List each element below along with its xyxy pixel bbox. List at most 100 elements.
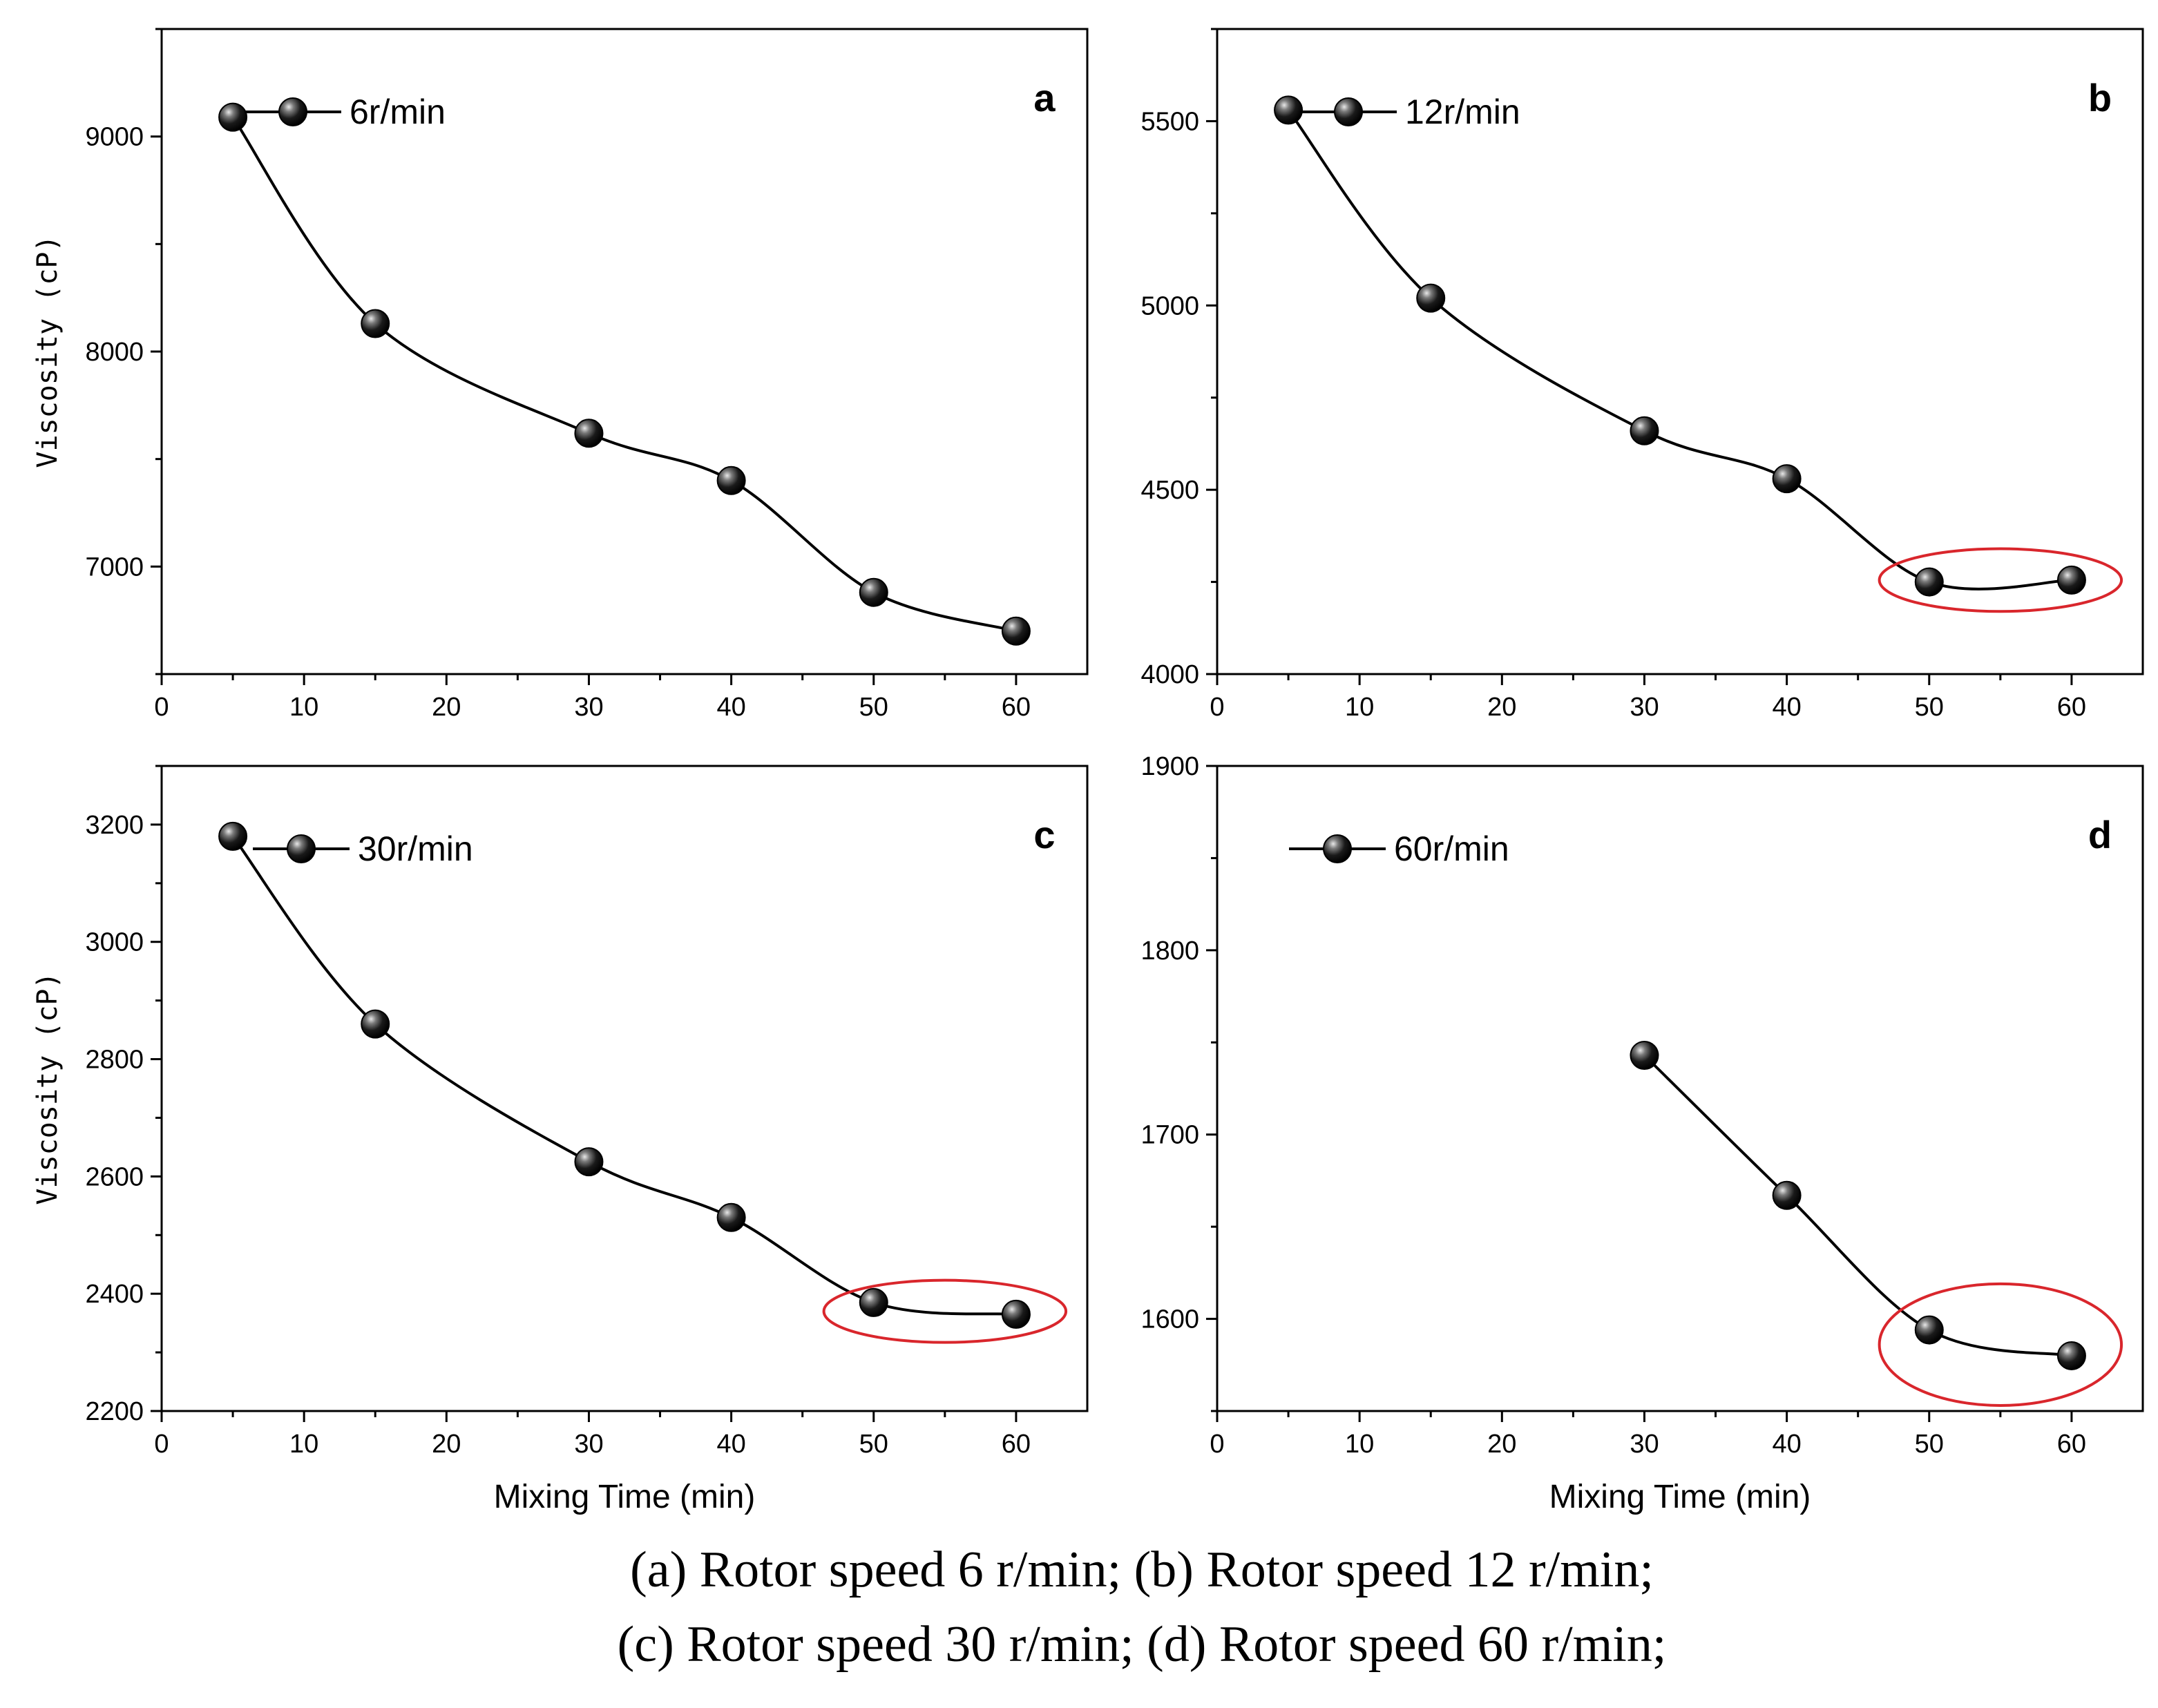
x-tick-label: 30 [574, 693, 603, 722]
x-tick-label: 40 [1772, 693, 1801, 722]
y-tick-label: 4000 [1140, 660, 1199, 689]
panel-letter: a [1033, 76, 1056, 119]
data-point [859, 577, 888, 607]
x-tick-label: 50 [1915, 1430, 1944, 1459]
x-tick-label: 40 [716, 693, 745, 722]
y-tick-label: 3200 [85, 811, 144, 840]
data-point [1630, 416, 1659, 445]
x-tick-label: 30 [1630, 693, 1659, 722]
data-point [2056, 1341, 2086, 1370]
caption-line-1: (a) Rotor speed 6 r/min; (b) Rotor speed… [630, 1542, 1654, 1598]
y-tick-label: 1700 [1140, 1121, 1199, 1150]
data-point [1772, 464, 1802, 494]
data-point [1630, 1040, 1659, 1070]
highlight-ellipse [1878, 547, 2123, 613]
plot-frame [1216, 28, 2144, 675]
data-point [716, 1202, 746, 1232]
y-axis-title: Viscosity (cP) [32, 972, 64, 1205]
y-tick-label: 7000 [85, 553, 144, 582]
panel-a: 0 10 20 30 40 50 60 7000 8000 9000 Viscosity (cP) a… [32, 28, 1089, 722]
plot-frame [160, 765, 1089, 1412]
x-tick-label: 50 [859, 1430, 888, 1459]
series-line [231, 835, 1017, 1316]
x-tick-label: 0 [1210, 1430, 1224, 1459]
caption-line-2: (c) Rotor speed 30 r/min; (d) Rotor spee… [618, 1616, 1667, 1673]
legend: 60r/min [1289, 829, 1509, 868]
data-point [1001, 616, 1031, 646]
x-axis-title: Mixing Time (min) [494, 1479, 756, 1515]
legend-marker [287, 834, 316, 863]
y-tick-label: 2800 [85, 1046, 144, 1075]
y-tick-label: 2400 [85, 1280, 144, 1309]
x-tick-label: 60 [1002, 693, 1031, 722]
x-tick-label: 50 [859, 693, 888, 722]
data-point [1772, 1180, 1802, 1210]
x-tick-label: 0 [154, 1430, 169, 1459]
data-point [859, 1287, 888, 1317]
x-tick-label: 40 [1772, 1430, 1801, 1459]
legend-marker [1334, 97, 1363, 126]
legend-marker [278, 97, 307, 126]
legend: 6r/min [245, 93, 446, 131]
x-tick-label: 10 [289, 693, 318, 722]
x-tick-label: 10 [1345, 693, 1374, 722]
x-tick-label: 30 [574, 1430, 603, 1459]
x-tick-label: 60 [2057, 1430, 2086, 1459]
x-tick-label: 50 [1915, 693, 1944, 722]
data-point [1001, 1299, 1031, 1329]
series-line [231, 116, 1017, 633]
highlight-ellipse [1878, 1282, 2123, 1407]
panel-d: 0 10 20 30 40 50 60 1600 1700 1800 1900 Mixing Time… [1140, 752, 2144, 1515]
panel-c: 0 10 20 30 40 50 60 2200 2400 2600 2800 3000 3200 Vis… [32, 765, 1089, 1515]
data-point [361, 309, 390, 338]
data-point [218, 102, 248, 132]
panel-letter: b [2088, 76, 2112, 119]
y-tick-label: 4500 [1140, 476, 1199, 505]
x-tick-label: 0 [1210, 693, 1224, 722]
y-tick-label: 2600 [85, 1162, 144, 1191]
x-tick-label: 20 [1487, 1430, 1516, 1459]
x-tick-label: 40 [716, 1430, 745, 1459]
panel-b: 0 10 20 30 40 50 60 4000 4500 5000 5500 b 12r/min [1140, 28, 2144, 722]
legend-label: 60r/min [1394, 829, 1509, 868]
plot-frame [1216, 765, 2144, 1412]
y-tick-label: 8000 [85, 338, 144, 367]
x-tick-label: 20 [1487, 693, 1516, 722]
y-tick-label: 1800 [1140, 937, 1199, 966]
y-tick-label: 2200 [85, 1397, 144, 1426]
plot-frame [160, 28, 1089, 675]
legend: 12r/min [1300, 93, 1520, 131]
y-tick-label: 1600 [1140, 1305, 1199, 1334]
data-point [2056, 565, 2086, 595]
x-tick-label: 30 [1630, 1430, 1659, 1459]
legend-label: 12r/min [1405, 93, 1520, 131]
series-line [1287, 109, 2072, 591]
x-tick-label: 60 [2057, 693, 2086, 722]
data-point [1416, 283, 1446, 313]
panels: 0 10 20 30 40 50 60 7000 8000 9000 Viscosity (cP) a… [32, 28, 2144, 1515]
y-tick-label: 3000 [85, 928, 144, 957]
y-tick-label: 9000 [85, 123, 144, 152]
x-tick-label: 20 [432, 1430, 461, 1459]
data-point [361, 1009, 390, 1039]
highlight-ellipse [822, 1278, 1068, 1344]
panel-letter: c [1033, 813, 1055, 856]
x-tick-label: 60 [1002, 1430, 1031, 1459]
series-line [1643, 1054, 2072, 1357]
x-tick-label: 0 [154, 693, 169, 722]
legend-label: 6r/min [350, 93, 446, 131]
data-point [716, 466, 746, 495]
y-tick-label: 5000 [1140, 291, 1199, 320]
data-point [574, 419, 604, 448]
x-tick-label: 10 [289, 1430, 318, 1459]
y-tick-label: 1900 [1140, 752, 1199, 781]
x-axis-title: Mixing Time (min) [1549, 1479, 1811, 1515]
panel-letter: d [2088, 813, 2112, 856]
data-point [1914, 1315, 1944, 1345]
legend-marker [1323, 834, 1352, 863]
data-point [1274, 95, 1304, 125]
data-point [574, 1147, 604, 1177]
data-point [1914, 567, 1944, 597]
legend: 30r/min [253, 829, 473, 868]
